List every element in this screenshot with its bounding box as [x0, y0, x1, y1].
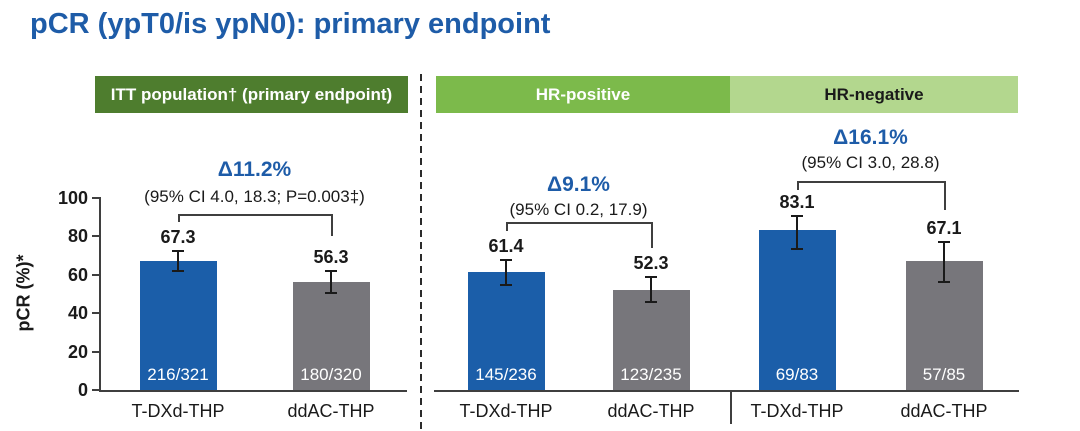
y-axis-tick: [92, 389, 100, 391]
y-axis-tick-label: 60: [67, 264, 88, 285]
bar-fraction-label: 216/321: [147, 365, 209, 384]
bar-value-label: 67.3: [160, 226, 196, 247]
bar-fraction-label: 145/236: [475, 365, 537, 384]
y-axis-tick-label: 100: [57, 188, 88, 208]
error-bar-cap-bottom: [325, 291, 337, 294]
delta-label: Δ11.2%: [217, 158, 292, 181]
bracket-right-leg: [651, 222, 653, 248]
bar-ddac-thp: [292, 281, 370, 390]
x-axis-label: T-DXd-THP: [131, 401, 225, 421]
bracket-right-leg: [944, 181, 946, 210]
bar-t-dxd-thp: [758, 230, 836, 390]
y-axis-title: pCR (%)*: [13, 254, 34, 332]
x-axis-label: ddAC-THP: [287, 401, 375, 421]
bracket-right-leg: [331, 214, 333, 236]
y-axis-tick: [92, 350, 100, 353]
x-axis-label: T-DXd-THP: [750, 401, 844, 421]
bar-t-dxd-thp: [467, 272, 545, 390]
error-bar-line: [505, 260, 507, 285]
error-bar-line: [330, 271, 332, 293]
x-axis-label: ddAC-THP: [900, 401, 988, 421]
y-axis-tick-label: 40: [67, 303, 88, 324]
error-bar-cap-top: [645, 275, 657, 278]
bracket-top: [797, 181, 946, 183]
error-bar-cap-bottom: [938, 281, 950, 284]
ci-label: (95% CI 0.2, 17.9): [509, 200, 648, 219]
hr-group-divider-tick: [730, 391, 732, 424]
y-axis-tick-label: 80: [67, 226, 88, 247]
error-bar-cap-top: [500, 259, 512, 262]
error-bar-cap-bottom: [791, 248, 803, 251]
bar-value-label: 61.4: [488, 236, 524, 257]
x-axis-label: ddAC-THP: [607, 401, 695, 421]
error-bar-cap-top: [938, 241, 950, 244]
bracket-left-leg: [178, 214, 180, 222]
delta-label: Δ9.1%: [547, 173, 610, 196]
y-axis-tick-label: 0: [77, 380, 88, 400]
x-axis-baseline-itt: [99, 390, 407, 392]
error-bar-line: [943, 242, 945, 283]
panel-divider-dashed-line: [420, 74, 422, 431]
panel-header-itt: ITT population† (primary endpoint): [95, 76, 408, 113]
panel-header-hr-positive: HR-positive: [436, 76, 730, 113]
bracket-left-leg: [506, 222, 508, 231]
y-axis-line: [99, 197, 101, 392]
delta-label: Δ16.1%: [833, 126, 908, 149]
error-bar-cap-top: [172, 249, 184, 252]
error-bar-cap-bottom: [172, 270, 184, 273]
bar-fraction-label: 123/235: [620, 365, 682, 384]
error-bar-cap-bottom: [645, 301, 657, 304]
error-bar-cap-top: [791, 215, 803, 218]
bracket-left-leg: [797, 181, 799, 190]
error-bar-line: [796, 216, 798, 250]
bar-fraction-label: 69/83: [775, 365, 819, 384]
y-axis-tick: [92, 197, 100, 199]
bar-fraction-label: 180/320: [300, 365, 362, 384]
y-axis-tick: [92, 235, 100, 238]
bar-value-label: 83.1: [779, 192, 815, 213]
bar-value-label: 52.3: [633, 252, 669, 273]
y-axis-tick: [92, 312, 100, 315]
error-bar-line: [177, 250, 179, 272]
bar-value-label: 56.3: [313, 247, 349, 268]
y-axis-tick-label: 20: [67, 341, 88, 362]
bar-t-dxd-thp: [139, 260, 217, 390]
panel-header-hr-negative: HR-negative: [730, 76, 1018, 113]
ci-label: (95% CI 3.0, 28.8): [801, 153, 940, 172]
error-bar-line: [650, 276, 652, 303]
error-bar-cap-top: [325, 270, 337, 273]
bar-ddac-thp: [612, 289, 690, 390]
bracket-top: [178, 214, 333, 216]
ci-label: (95% CI 4.0, 18.3; P=0.003‡): [144, 187, 365, 206]
bar-fraction-label: 57/85: [922, 365, 966, 384]
slide-title: pCR (ypT0/is ypN0): primary endpoint: [30, 8, 551, 40]
bar-value-label: 67.1: [926, 218, 962, 239]
bracket-top: [506, 222, 653, 224]
x-axis-baseline-hr: [434, 390, 1019, 392]
y-axis-tick: [92, 273, 100, 276]
x-axis-label: T-DXd-THP: [459, 401, 553, 421]
error-bar-cap-bottom: [500, 283, 512, 286]
